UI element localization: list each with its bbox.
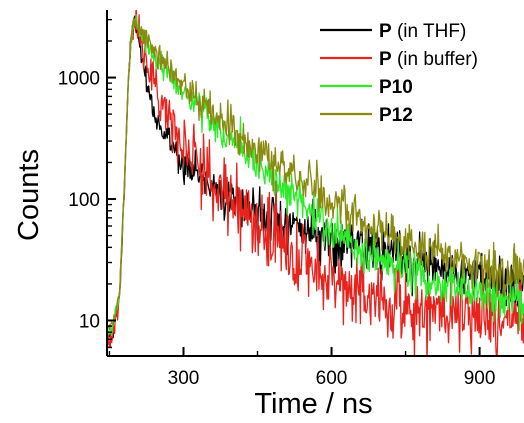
legend-label-bold: P <box>379 21 392 42</box>
y-tick-label: 100 <box>68 190 100 211</box>
y-axis-title: Counts <box>13 149 45 241</box>
x-tick-label: 900 <box>464 368 496 389</box>
series-line-p-in-buffer <box>107 10 524 356</box>
legend-label-rest: (in buffer) <box>392 49 478 70</box>
legend-label-bold: P <box>379 49 392 70</box>
legend-label: P (in THF) <box>379 21 466 42</box>
y-tick-label: 1000 <box>58 69 100 90</box>
x-tick-label: 600 <box>316 368 348 389</box>
legend-label-bold: P10 <box>379 77 413 98</box>
legend-label: P12 <box>379 105 413 126</box>
legend-label-rest: (in THF) <box>392 21 467 42</box>
legend-label-bold: P12 <box>379 105 413 126</box>
y-tick-label: 10 <box>79 311 100 332</box>
series-line-p12 <box>107 18 524 331</box>
legend-label: P (in buffer) <box>379 49 478 70</box>
x-tick-label: 300 <box>168 368 200 389</box>
x-axis-title: Time / ns <box>254 388 372 420</box>
series-layer <box>107 10 524 356</box>
legend-label: P10 <box>379 77 413 98</box>
axes-layer: 10 100 1000 300 600 900 Time / ns Counts <box>13 10 524 420</box>
